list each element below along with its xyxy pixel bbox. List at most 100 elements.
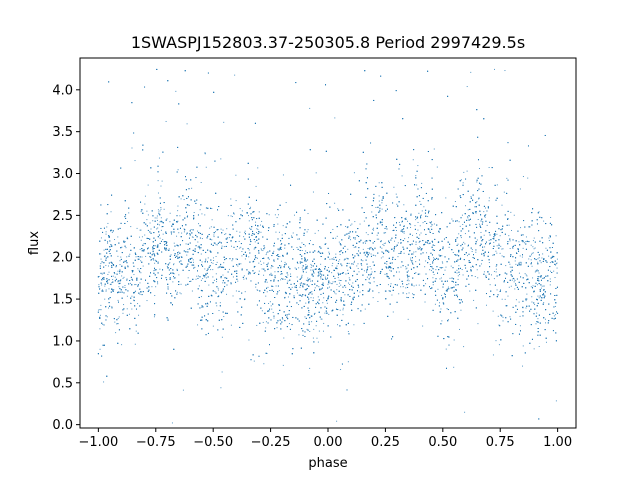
data-point [131,295,133,297]
data-point [296,246,298,248]
data-point [248,249,250,251]
data-point [457,243,459,245]
data-point [407,270,409,272]
data-point [163,208,165,210]
data-point [529,226,531,228]
data-point [341,264,343,266]
data-point [282,174,284,176]
data-point [511,279,513,281]
data-point [179,215,181,217]
data-point [168,248,170,250]
data-point [526,279,528,281]
data-point [430,270,432,272]
data-point [381,251,383,253]
data-point [291,286,293,288]
data-point [222,282,224,284]
data-point [464,205,466,207]
data-point [320,263,322,265]
data-point [124,241,126,243]
data-point [100,258,102,260]
data-point [305,289,307,291]
data-point [235,174,237,176]
data-point [211,208,213,210]
data-point [383,242,385,244]
data-point [509,316,511,318]
data-point [159,210,161,212]
data-point [146,300,148,302]
data-point [461,214,463,216]
data-point [215,255,217,257]
data-point [305,250,307,252]
data-point [408,237,410,239]
data-point [363,220,365,222]
data-point [531,252,533,254]
data-point [298,334,300,336]
data-point [204,268,206,270]
data-point [413,251,415,253]
data-point [467,209,469,211]
data-points [97,68,559,424]
data-point [110,283,112,285]
data-point [114,276,116,278]
data-point [456,237,458,239]
data-point [519,188,521,190]
data-point [155,286,157,288]
data-point [185,243,187,245]
data-point [346,257,348,259]
data-point [468,215,470,217]
data-point [328,267,330,269]
data-point [239,231,241,233]
data-point [433,223,435,225]
data-point [205,258,207,260]
data-point [463,241,465,243]
data-point [556,258,558,260]
data-point [152,220,154,222]
data-point [556,262,558,264]
data-point [317,230,319,232]
data-point [459,273,461,275]
data-point [122,277,124,279]
data-point [267,262,269,264]
data-point [323,322,325,324]
data-point [353,324,355,326]
data-point [349,236,351,238]
data-point [370,253,372,255]
data-point [114,273,116,275]
data-point [527,177,529,179]
data-point [166,218,168,220]
data-point [99,314,101,316]
data-point [502,248,504,250]
data-point [276,217,278,219]
data-point [395,230,397,232]
data-point [217,267,219,269]
data-point [525,241,527,243]
data-point [461,269,463,271]
data-point [292,248,294,250]
data-point [541,285,543,287]
data-point [421,182,423,184]
data-point [130,226,132,228]
data-point [287,296,289,298]
data-point [137,303,139,305]
data-point [177,254,179,256]
data-point [134,160,136,162]
data-point [434,245,436,247]
data-point [468,219,470,221]
data-point [324,276,326,278]
data-point [462,274,464,276]
data-point [425,283,427,285]
data-point [236,230,238,232]
data-point [261,310,263,312]
data-point [438,254,440,256]
data-point [419,246,421,248]
data-point [536,269,538,271]
data-point [147,214,149,216]
data-point [382,244,384,246]
data-point [322,302,324,304]
data-point [222,274,224,276]
data-point [258,270,260,272]
data-point [277,254,279,256]
data-point [257,229,259,231]
data-point [538,297,540,299]
data-point [230,198,232,200]
